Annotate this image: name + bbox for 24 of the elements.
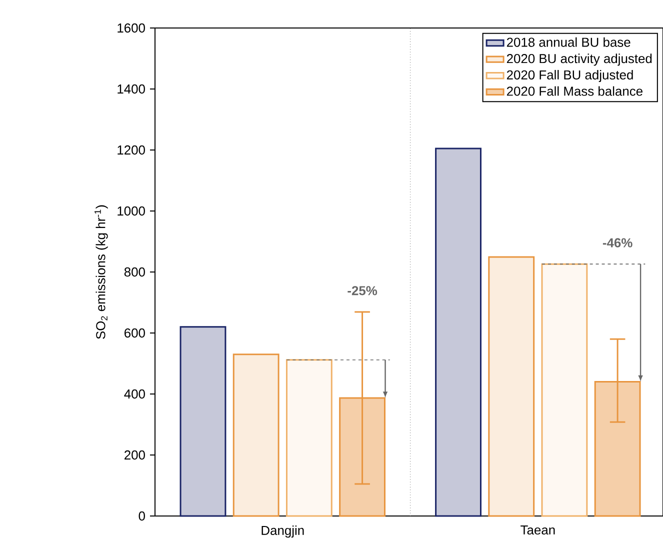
bar (435, 148, 482, 517)
y-tick-label: 600 (124, 328, 145, 338)
y-tick-label: 1600 (118, 23, 145, 33)
bar (541, 263, 588, 517)
bar (286, 359, 332, 517)
y-axis-title: SO$_{2}$ emissions (kg hr$^{-1}$) (94, 205, 108, 339)
bar (488, 256, 535, 517)
y-tick-label: 400 (124, 389, 145, 399)
bar (232, 354, 280, 517)
legend-label: 2020 Fall Mass balance (506, 86, 642, 96)
bar (180, 326, 226, 517)
annotation: -25% (348, 286, 378, 296)
annotation: -46% (602, 238, 632, 248)
legend-label: 2020 BU activity adjusted (506, 54, 652, 66)
x-tick-label: Taean (520, 526, 555, 535)
y-tick-label: 800 (124, 267, 145, 277)
y-tick-label: 0 (138, 511, 145, 521)
x-tick-label: Dangjin (262, 526, 304, 538)
legend-label: 2020 Fall BU adjusted (506, 70, 633, 82)
y-tick-label: 1000 (118, 206, 145, 216)
legend-label: 2018 annual BU base (506, 37, 630, 47)
y-tick-label: 1400 (118, 84, 145, 94)
y-tick-label: 200 (124, 450, 145, 460)
y-tick-label: 1200 (118, 145, 145, 155)
